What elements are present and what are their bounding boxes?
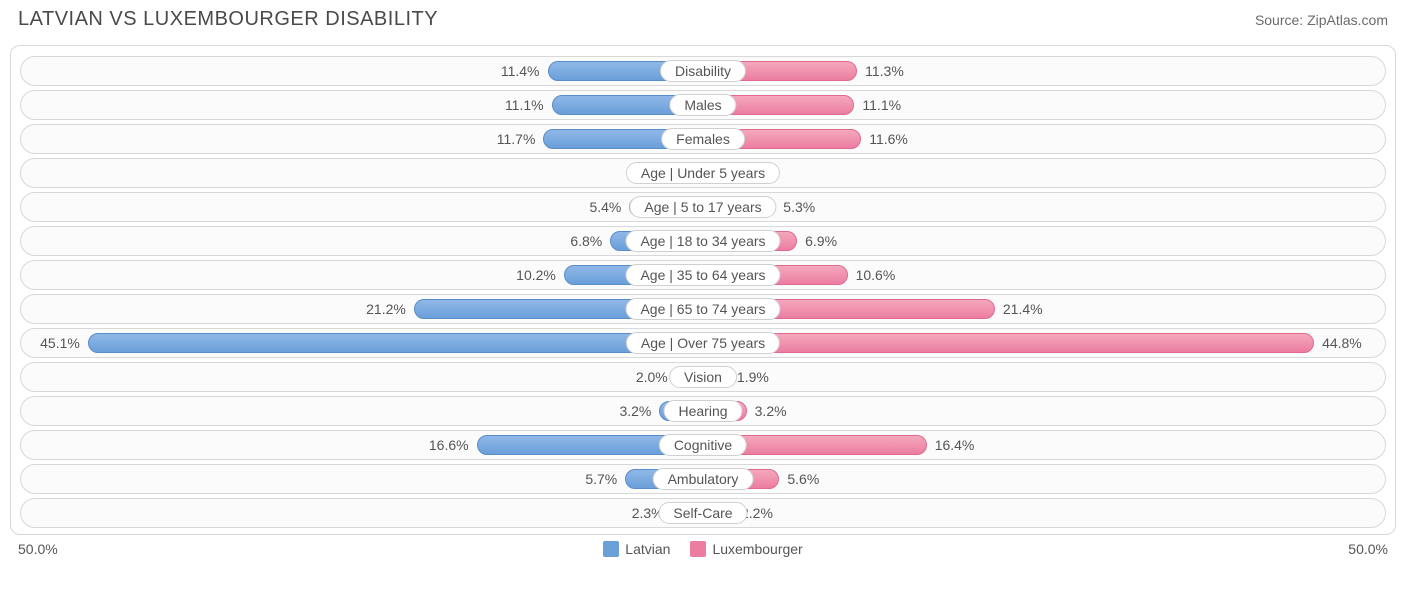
chart-container: LATVIAN VS LUXEMBOURGER DISABILITY Sourc… (0, 0, 1406, 565)
chart-row: 45.1% 44.8% Age | Over 75 years (20, 328, 1386, 358)
left-value-label: 11.4% (501, 63, 540, 79)
row-left-half: 21.2% (21, 295, 703, 323)
row-left-half: 11.4% (21, 57, 703, 85)
left-value-label: 3.2% (619, 403, 651, 419)
chart-row: 11.7% 11.6% Females (20, 124, 1386, 154)
row-left-half: 6.8% (21, 227, 703, 255)
legend: Latvian Luxembourger (58, 541, 1349, 557)
chart-row: 11.4% 11.3% Disability (20, 56, 1386, 86)
row-right-half: 10.6% (703, 261, 1385, 289)
chart-row: 16.6% 16.4% Cognitive (20, 430, 1386, 460)
right-value-label: 11.3% (865, 63, 904, 79)
footer: 50.0% Latvian Luxembourger 50.0% (0, 535, 1406, 565)
row-left-half: 45.1% (21, 329, 703, 357)
category-label: Females (661, 128, 745, 150)
legend-item-left: Latvian (603, 541, 670, 557)
row-right-half: 16.4% (703, 431, 1385, 459)
right-value-label: 3.2% (755, 403, 787, 419)
row-left-half: 5.7% (21, 465, 703, 493)
chart-row: 10.2% 10.6% Age | 35 to 64 years (20, 260, 1386, 290)
category-label: Vision (669, 366, 737, 388)
chart-title: LATVIAN VS LUXEMBOURGER DISABILITY (18, 8, 438, 31)
left-value-label: 5.4% (589, 199, 621, 215)
category-label: Age | 65 to 74 years (625, 298, 780, 320)
category-label: Age | 18 to 34 years (625, 230, 780, 252)
chart-area: 11.4% 11.3% Disability 11.1% 11.1% Males 11.7%… (10, 45, 1396, 535)
chart-row: 2.0% 1.9%Vision (20, 362, 1386, 392)
chart-row: 6.8% 6.9% Age | 18 to 34 years (20, 226, 1386, 256)
right-value-label: 11.1% (862, 97, 901, 113)
category-label: Cognitive (659, 434, 747, 456)
left-value-label: 6.8% (570, 233, 602, 249)
row-left-half: 1.3% (21, 159, 703, 187)
legend-label-left: Latvian (625, 541, 670, 557)
row-left-half: 11.7% (21, 125, 703, 153)
row-left-half: 3.2% (21, 397, 703, 425)
category-label: Disability (660, 60, 746, 82)
right-value-label: 11.6% (869, 131, 908, 147)
right-value-label: 5.6% (787, 471, 819, 487)
left-value-label: 2.0% (636, 369, 668, 385)
legend-label-right: Luxembourger (712, 541, 802, 557)
right-value-label: 5.3% (783, 199, 815, 215)
axis-right-label: 50.0% (1348, 541, 1388, 557)
row-right-half: 1.9% (703, 363, 1385, 391)
left-value-label: 5.7% (585, 471, 617, 487)
category-label: Ambulatory (653, 468, 754, 490)
row-right-half: 11.1% (703, 91, 1385, 119)
row-left-half: 2.0% (21, 363, 703, 391)
category-label: Hearing (663, 400, 742, 422)
chart-row: 2.3%2.2%Self-Care (20, 498, 1386, 528)
right-value-label: 6.9% (805, 233, 837, 249)
row-right-half: 3.2% (703, 397, 1385, 425)
row-right-half: 11.6% (703, 125, 1385, 153)
row-right-half: 6.9% (703, 227, 1385, 255)
chart-row: 11.1% 11.1% Males (20, 90, 1386, 120)
row-left-half: 10.2% (21, 261, 703, 289)
row-right-half: 21.4% (703, 295, 1385, 323)
legend-swatch-right (690, 541, 706, 557)
row-right-half: 5.3% (703, 193, 1385, 221)
category-label: Age | 5 to 17 years (629, 196, 776, 218)
chart-row: 1.3%1.3%Age | Under 5 years (20, 158, 1386, 188)
row-right-half: 5.6% (703, 465, 1385, 493)
axis-left-label: 50.0% (18, 541, 58, 557)
category-label: Age | 35 to 64 years (625, 264, 780, 286)
left-value-label: 21.2% (366, 301, 406, 317)
legend-swatch-left (603, 541, 619, 557)
left-bar (88, 333, 703, 353)
left-value-label: 11.1% (505, 97, 544, 113)
right-value-label: 44.8% (1322, 335, 1362, 351)
row-left-half: 11.1% (21, 91, 703, 119)
row-right-half: 2.2% (703, 499, 1385, 527)
chart-row: 5.7% 5.6% Ambulatory (20, 464, 1386, 494)
category-label: Age | Over 75 years (626, 332, 780, 354)
row-left-half: 16.6% (21, 431, 703, 459)
chart-row: 3.2% 3.2% Hearing (20, 396, 1386, 426)
left-value-label: 45.1% (40, 335, 80, 351)
row-right-half: 11.3% (703, 57, 1385, 85)
right-value-label: 10.6% (856, 267, 896, 283)
category-label: Age | Under 5 years (626, 162, 780, 184)
source-label: Source: ZipAtlas.com (1255, 12, 1388, 28)
header: LATVIAN VS LUXEMBOURGER DISABILITY Sourc… (0, 0, 1406, 45)
legend-item-right: Luxembourger (690, 541, 802, 557)
category-label: Self-Care (658, 502, 747, 524)
chart-row: 5.4% 5.3% Age | 5 to 17 years (20, 192, 1386, 222)
chart-row: 21.2% 21.4% Age | 65 to 74 years (20, 294, 1386, 324)
right-value-label: 21.4% (1003, 301, 1043, 317)
row-left-half: 5.4% (21, 193, 703, 221)
row-right-half: 44.8% (703, 329, 1385, 357)
category-label: Males (669, 94, 736, 116)
row-left-half: 2.3% (21, 499, 703, 527)
right-bar (703, 333, 1314, 353)
right-value-label: 16.4% (935, 437, 975, 453)
right-value-label: 1.9% (737, 369, 769, 385)
left-value-label: 10.2% (516, 267, 556, 283)
left-value-label: 16.6% (429, 437, 469, 453)
row-right-half: 1.3% (703, 159, 1385, 187)
left-value-label: 11.7% (497, 131, 536, 147)
